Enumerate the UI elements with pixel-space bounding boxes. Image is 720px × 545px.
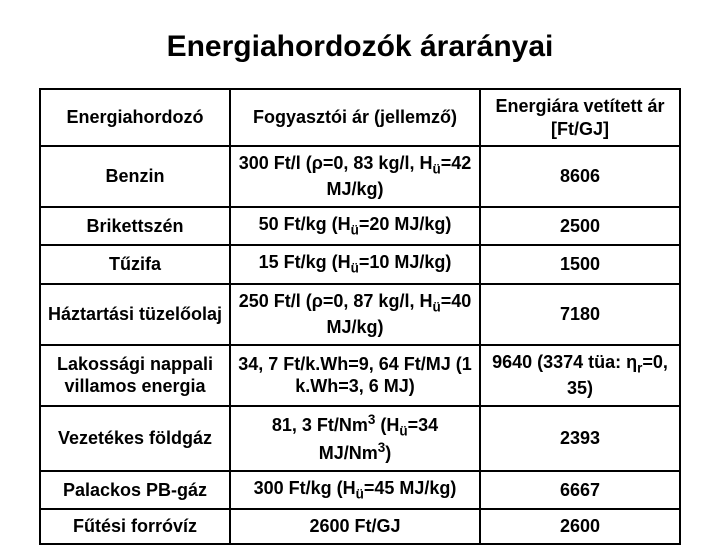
- col-header-carrier: Energiahordozó: [40, 89, 230, 146]
- cell-unitprice: 7180: [480, 284, 680, 345]
- table-header-row: Energiahordozó Fogyasztói ár (jellemző) …: [40, 89, 680, 146]
- cell-carrier: Vezetékes földgáz: [40, 406, 230, 471]
- cell-price: 300 Ft/l (ρ=0, 83 kg/l, Hü=42 MJ/kg): [230, 146, 480, 207]
- cell-carrier: Háztartási tüzelőolaj: [40, 284, 230, 345]
- slide: Energiahordozók árarányai Energiahordozó…: [0, 0, 720, 540]
- table-row: Tűzifa 15 Ft/kg (Hü=10 MJ/kg) 1500: [40, 245, 680, 283]
- cell-price: 50 Ft/kg (Hü=20 MJ/kg): [230, 207, 480, 245]
- table-row: Vezetékes földgáz 81, 3 Ft/Nm3 (Hü=34 MJ…: [40, 406, 680, 471]
- table-row: Brikettszén 50 Ft/kg (Hü=20 MJ/kg) 2500: [40, 207, 680, 245]
- page-title: Energiahordozók árarányai: [167, 30, 554, 64]
- table-row: Háztartási tüzelőolaj 250 Ft/l (ρ=0, 87 …: [40, 284, 680, 345]
- cell-unitprice: 2500: [480, 207, 680, 245]
- cell-unitprice: 6667: [480, 471, 680, 509]
- cell-price: 81, 3 Ft/Nm3 (Hü=34 MJ/Nm3): [230, 406, 480, 471]
- table-body: Benzin 300 Ft/l (ρ=0, 83 kg/l, Hü=42 MJ/…: [40, 146, 680, 544]
- table-row: Lakossági nappali villamos energia 34, 7…: [40, 345, 680, 406]
- table-row: Benzin 300 Ft/l (ρ=0, 83 kg/l, Hü=42 MJ/…: [40, 146, 680, 207]
- cell-price: 2600 Ft/GJ: [230, 509, 480, 544]
- cell-price: 34, 7 Ft/k.Wh=9, 64 Ft/MJ (1 k.Wh=3, 6 M…: [230, 345, 480, 406]
- cell-carrier: Brikettszén: [40, 207, 230, 245]
- cell-price: 300 Ft/kg (Hü=45 MJ/kg): [230, 471, 480, 509]
- cell-carrier: Tűzifa: [40, 245, 230, 283]
- cell-unitprice: 8606: [480, 146, 680, 207]
- cell-price: 15 Ft/kg (Hü=10 MJ/kg): [230, 245, 480, 283]
- cell-carrier: Fűtési forróvíz: [40, 509, 230, 544]
- cell-carrier: Lakossági nappali villamos energia: [40, 345, 230, 406]
- col-header-unitprice: Energiára vetített ár [Ft/GJ]: [480, 89, 680, 146]
- cell-carrier: Palackos PB-gáz: [40, 471, 230, 509]
- cell-carrier: Benzin: [40, 146, 230, 207]
- table-row: Palackos PB-gáz 300 Ft/kg (Hü=45 MJ/kg) …: [40, 471, 680, 509]
- cell-price: 250 Ft/l (ρ=0, 87 kg/l, Hü=40 MJ/kg): [230, 284, 480, 345]
- cell-unitprice: 2393: [480, 406, 680, 471]
- price-table: Energiahordozó Fogyasztói ár (jellemző) …: [39, 88, 681, 545]
- cell-unitprice: 9640 (3374 tüa: ηr=0, 35): [480, 345, 680, 406]
- cell-unitprice: 1500: [480, 245, 680, 283]
- table-head: Energiahordozó Fogyasztói ár (jellemző) …: [40, 89, 680, 146]
- cell-unitprice: 2600: [480, 509, 680, 544]
- col-header-price: Fogyasztói ár (jellemző): [230, 89, 480, 146]
- table-row: Fűtési forróvíz 2600 Ft/GJ 2600: [40, 509, 680, 544]
